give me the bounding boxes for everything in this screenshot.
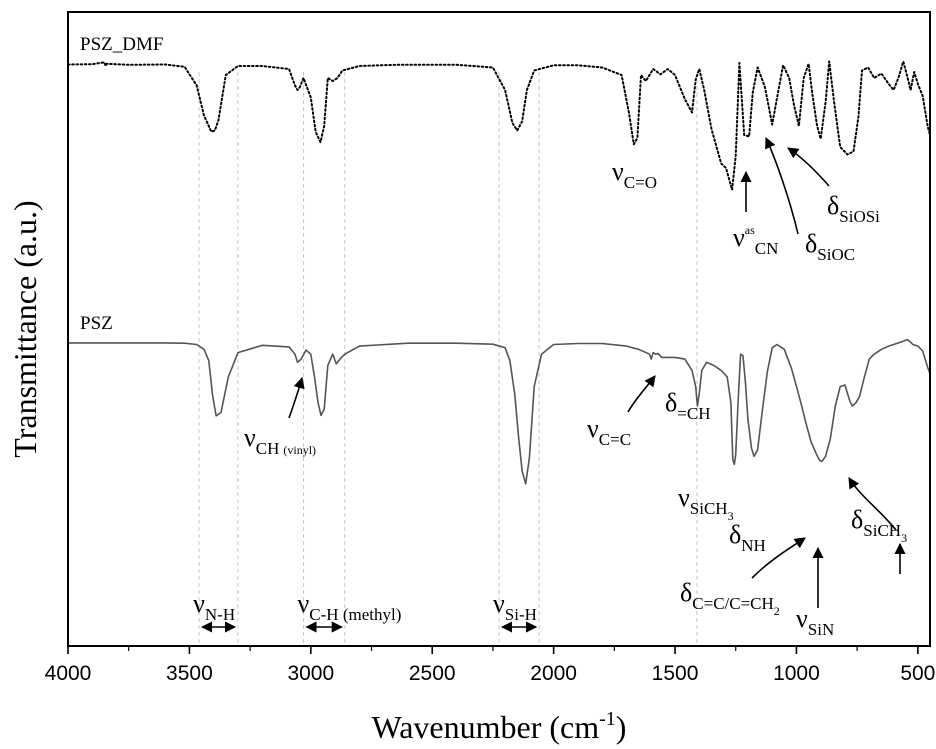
annotation-subscript: NH bbox=[741, 536, 766, 555]
annotation-subscript: C=C/C=CH bbox=[692, 594, 774, 613]
arrow-v-cc bbox=[627, 375, 656, 413]
range-annotations: νN-H νC-H (methyl) νSi-H bbox=[193, 589, 538, 633]
annotation-symbol: δ bbox=[851, 505, 863, 534]
annotation-symbol: ν bbox=[733, 223, 745, 252]
x-tick-label: 500 bbox=[900, 662, 935, 685]
x-tick-label: 2000 bbox=[530, 662, 577, 685]
annotation-symbol: δ bbox=[827, 191, 839, 220]
range-label: νN-H bbox=[193, 589, 235, 624]
x-axis-ticks: 4000 3500 3000 2500 2000 1500 1000 500 bbox=[45, 646, 935, 685]
peak-annotation-label: δNH bbox=[729, 520, 766, 555]
arrow-delta-sioc bbox=[765, 136, 799, 235]
annotation-superscript: as bbox=[745, 223, 755, 237]
peak-annotation-label: νSiN bbox=[796, 604, 834, 639]
annotation-symbol: ν bbox=[298, 589, 310, 618]
plot-frame bbox=[67, 11, 931, 647]
x-axis-title-close: ) bbox=[616, 709, 627, 745]
annotation-subscript: C=O bbox=[624, 173, 657, 192]
annotation-symbol: ν bbox=[612, 157, 624, 186]
annotation-subscript: CN bbox=[755, 239, 779, 258]
annotation-symbol: ν bbox=[678, 483, 690, 512]
x-axis-title: Wavenumber (cm-1) bbox=[372, 708, 627, 745]
x-axis-title-main: Wavenumber (cm bbox=[372, 709, 600, 745]
annotation-symbol: ν bbox=[587, 414, 599, 443]
annotation-subscript: SiN bbox=[808, 620, 834, 639]
peak-annotation-label: νCH (vinyl) bbox=[244, 423, 316, 458]
annotation-subscript-detail: (vinyl) bbox=[283, 443, 316, 457]
annotation-subscript: N-H bbox=[205, 605, 235, 624]
peak-annotation-label: δSiOC bbox=[805, 229, 855, 264]
annotation-subscript: SiOSi bbox=[839, 207, 880, 226]
series-label-psz: PSZ bbox=[80, 313, 113, 334]
x-tick-label: 1500 bbox=[652, 662, 699, 685]
series-line-psz bbox=[68, 338, 931, 485]
peak-annotation-label: δSiOSi bbox=[827, 191, 880, 226]
x-tick-label: 1000 bbox=[773, 662, 820, 685]
annotation-subscript-index: 3 bbox=[728, 509, 734, 523]
annotation-subscript-index: 2 bbox=[774, 604, 780, 618]
range-label: νC-H (methyl) bbox=[298, 589, 402, 624]
x-axis-title-exponent: -1 bbox=[599, 708, 616, 730]
annotation-subscript-index: 3 bbox=[901, 531, 907, 545]
annotation-symbol: ν bbox=[193, 589, 205, 618]
arrow-v-ch-vinyl bbox=[288, 376, 305, 419]
annotation-subscript: SiCH bbox=[690, 499, 728, 518]
arrow-delta-cc bbox=[751, 537, 806, 579]
annotation-symbol: ν bbox=[244, 423, 256, 452]
annotation-subscript: SiOC bbox=[817, 245, 855, 264]
arrow-delta-siosi bbox=[787, 147, 830, 187]
peak-annotation-label: δC=C/C=CH2 bbox=[680, 578, 780, 618]
x-tick-label: 3000 bbox=[287, 662, 334, 685]
annotation-symbol: ν bbox=[796, 604, 808, 633]
series-label-psz-dmf: PSZ_DMF bbox=[80, 34, 163, 55]
series-line-psz-dmf bbox=[67, 60, 931, 191]
peak-annotation-label: νSiCH3 bbox=[678, 483, 734, 523]
annotation-subscript: SiCH bbox=[863, 521, 901, 540]
annotation-subscript: Si-H bbox=[505, 605, 537, 624]
annotation-symbol: ν bbox=[493, 589, 505, 618]
x-tick-label: 3500 bbox=[166, 662, 213, 685]
peak-annotation-label: δ=CH bbox=[665, 388, 710, 423]
annotation-subscript: CH bbox=[256, 439, 280, 458]
annotation-symbol: δ bbox=[680, 578, 692, 607]
range-label: νSi-H bbox=[493, 589, 537, 624]
annotation-subscript: C-H (methyl) bbox=[309, 605, 401, 624]
annotation-subscript: C=C bbox=[599, 430, 631, 449]
annotation-subscript: =CH bbox=[677, 404, 710, 423]
peak-annotation-label: νasCN bbox=[733, 223, 778, 258]
annotation-symbol: δ bbox=[665, 388, 677, 417]
arrow-delta-sich3 bbox=[848, 477, 897, 531]
x-tick-label: 2500 bbox=[409, 662, 456, 685]
annotation-symbol: δ bbox=[729, 520, 741, 549]
series-group bbox=[67, 60, 931, 485]
y-axis-title: Transmittance (a.u.) bbox=[7, 200, 43, 457]
annotation-symbol: δ bbox=[805, 229, 817, 258]
peak-annotation-label: νC=O bbox=[612, 157, 657, 192]
peak-annotation-label: νC=C bbox=[587, 414, 631, 449]
x-tick-label: 4000 bbox=[45, 662, 92, 685]
